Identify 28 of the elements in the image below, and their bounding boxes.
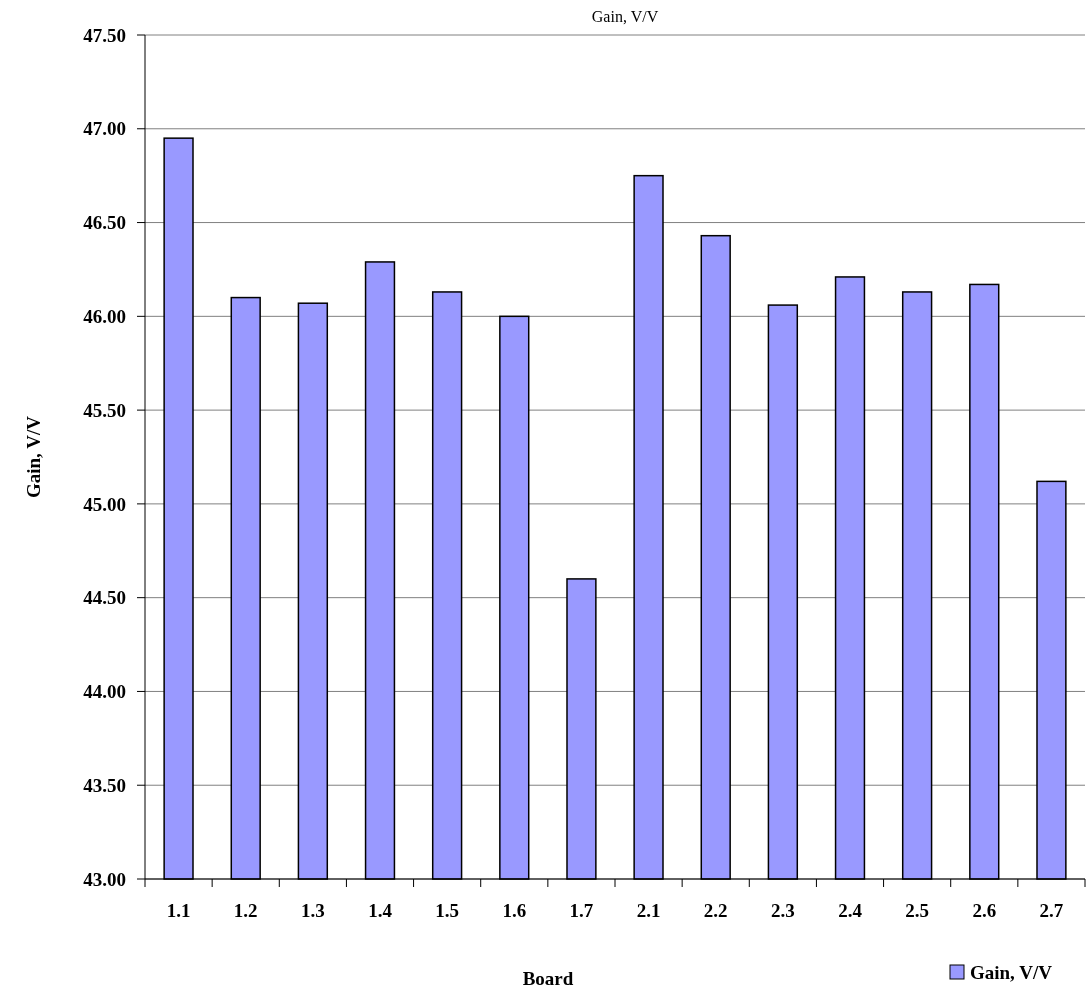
y-tick-label: 44.50 — [83, 587, 126, 609]
y-tick-label: 43.50 — [83, 774, 126, 796]
x-tick-label: 1.3 — [300, 900, 325, 921]
y-tick-label: 45.00 — [83, 493, 126, 515]
x-tick-label: 2.5 — [905, 900, 930, 921]
x-tick-label: 1.5 — [435, 900, 460, 921]
legend-label: Gain, V/V — [970, 961, 1053, 983]
x-tick-label: 2.6 — [972, 900, 997, 921]
x-tick-label: 1.2 — [233, 900, 258, 921]
y-tick-label: 46.00 — [83, 305, 126, 327]
y-tick-label: 43.00 — [83, 868, 126, 890]
y-axis-title: Gain, V/V — [23, 415, 44, 499]
x-tick-label: 2.4 — [838, 900, 863, 921]
y-tick-label: 47.00 — [83, 118, 126, 140]
chart-title: Gain, V/V — [591, 8, 659, 25]
x-tick-label: 1.1 — [166, 900, 191, 921]
x-tick-label: 1.4 — [368, 900, 393, 921]
x-tick-label: 2.7 — [1039, 900, 1064, 921]
y-tick-label: 46.50 — [83, 212, 126, 234]
x-tick-label: 2.2 — [703, 900, 728, 921]
y-tick-label: 45.50 — [83, 399, 126, 421]
x-tick-label: 2.1 — [636, 900, 661, 921]
x-tick-label: 1.7 — [569, 900, 594, 921]
x-axis-title: Board — [522, 968, 574, 989]
y-tick-label: 47.50 — [83, 24, 126, 46]
x-tick-label: 1.6 — [502, 900, 527, 921]
x-tick-label: 2.3 — [770, 900, 795, 921]
y-tick-label: 44.00 — [83, 681, 126, 703]
